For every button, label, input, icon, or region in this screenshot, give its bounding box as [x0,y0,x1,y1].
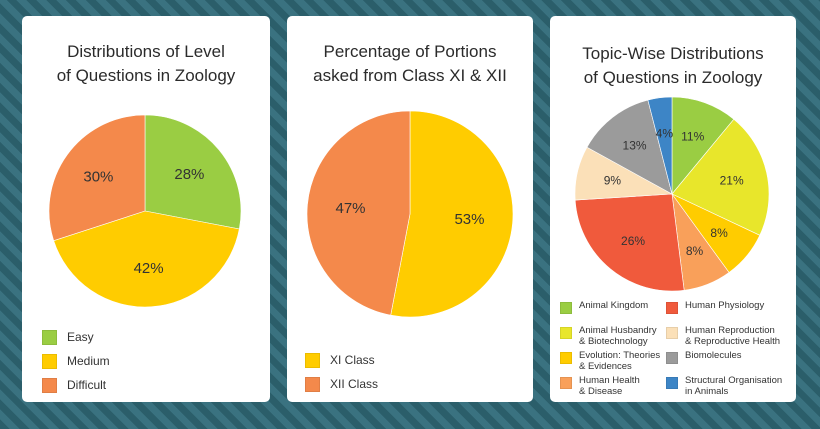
legend-label: Easy [67,330,94,344]
legend-swatch [560,327,572,339]
legend-label: Human Reproduction & Reproductive Health [685,325,781,347]
legend-label: Biomolecules [685,350,742,361]
legend-label: XI Class [330,353,375,367]
chart-title: Percentage of Portions asked from Class … [313,42,507,85]
topic-pie-chart: 11% 21% 8% 8% 26% 9% 13% 4% [574,96,770,292]
pie-slice-structural-organisation-in-animals [647,96,673,195]
legend-swatch [305,376,320,392]
legend-item-animal-kingdom: Animal Kingdom [560,300,678,325]
legend-label: Human Physiology [685,300,765,311]
level-distribution-card: Distributions of Level of Questions in Z… [22,16,270,402]
legend-label: Medium [67,354,110,368]
pie-slice-animal-husbandry-biotechnology [671,118,770,236]
chart-title: Topic-Wise Distributions of Questions in… [582,44,764,87]
data-label-animal-kingdom: 11% [681,130,704,144]
data-label-human-health-disease: 8% [686,244,704,258]
legend-swatch [42,377,57,393]
data-label-medium: 42% [134,260,164,277]
legend-swatch [42,353,57,369]
level-pie-chart: 28% 42% 30% [48,114,242,308]
legend-swatch [305,352,320,368]
data-label-structural-organisation-in-animals: 4% [656,126,674,140]
pie-slice-easy [144,114,242,230]
legend-swatch [42,329,57,345]
data-label-xi-class: 53% [454,211,484,228]
data-label-biomolecules: 13% [623,139,647,153]
legend-swatch [666,377,678,389]
pie-slice-animal-kingdom [671,96,735,195]
data-label-animal-husbandry-biotechnology: 21% [720,174,744,188]
pie-slice-medium [53,210,240,308]
legend-item-xii-class: XII Class [305,372,378,396]
class-portion-card: Percentage of Portions asked from Class … [287,16,533,402]
legend-swatch [666,327,678,339]
legend-item-evolution-theories-evidences: Evolution: Theories & Evidences [560,350,678,375]
data-label-xii-class: 47% [336,200,366,217]
data-label-difficult: 30% [83,169,113,186]
legend-swatch [560,377,572,389]
topic-legend-left: Animal Kingdom Animal Husbandry & Biotech… [560,300,678,400]
data-label-easy: 28% [174,166,204,183]
legend-item-medium: Medium [42,349,110,373]
data-label-human-reproduction-reproductive-health: 9% [604,174,622,188]
legend-label: Animal Husbandry & Biotechnology [579,325,657,347]
topic-distribution-card: Topic-Wise Distributions of Questions in… [550,16,796,402]
class-portion-pie-chart: 53% 47% [306,110,514,318]
level-legend: Easy Medium Difficult [42,325,110,397]
legend-label: Structural Organisation in Animals [685,375,783,397]
legend-item-structural-organisation-in-animals: Structural Organisation in Animals [666,375,784,400]
pie-slice-xi-class [390,110,514,318]
legend-label: XII Class [330,377,379,391]
legend-label: Animal Kingdom [579,300,649,311]
legend-swatch [560,302,572,314]
legend-item-human-health-disease: Human Health & Disease [560,375,678,400]
legend-item-difficult: Difficult [42,373,110,397]
legend-item-animal-husbandry-biotechnology: Animal Husbandry & Biotechnology [560,325,678,350]
data-label-human-physiology: 26% [621,234,645,248]
pie-slice-human-physiology [574,193,685,292]
pie-slice-biomolecules [586,99,673,195]
legend-label: Evolution: Theories & Evidences [579,350,661,372]
data-label-evolution-theories-evidences: 8% [710,226,728,240]
pie-slice-difficult [48,114,146,242]
legend-item-biomolecules: Biomolecules [666,350,784,375]
chart-title: Distributions of Level of Questions in Z… [56,42,236,85]
legend-item-easy: Easy [42,325,110,349]
class-legend: XI Class XII Class [305,348,378,396]
legend-item-human-physiology: Human Physiology [666,300,784,325]
topic-legend-right: Human Physiology Human Reproduction & Rep… [666,300,784,400]
legend-label: Difficult [67,378,107,392]
legend-item-human-reproduction-reproductive-health: Human Reproduction & Reproductive Health [666,325,784,350]
legend-label: Human Health & Disease [579,375,640,397]
legend-swatch [560,352,572,364]
legend-item-xi-class: XI Class [305,348,378,372]
legend-swatch [666,352,678,364]
pie-slice-xii-class [306,110,411,316]
legend-swatch [666,302,678,314]
